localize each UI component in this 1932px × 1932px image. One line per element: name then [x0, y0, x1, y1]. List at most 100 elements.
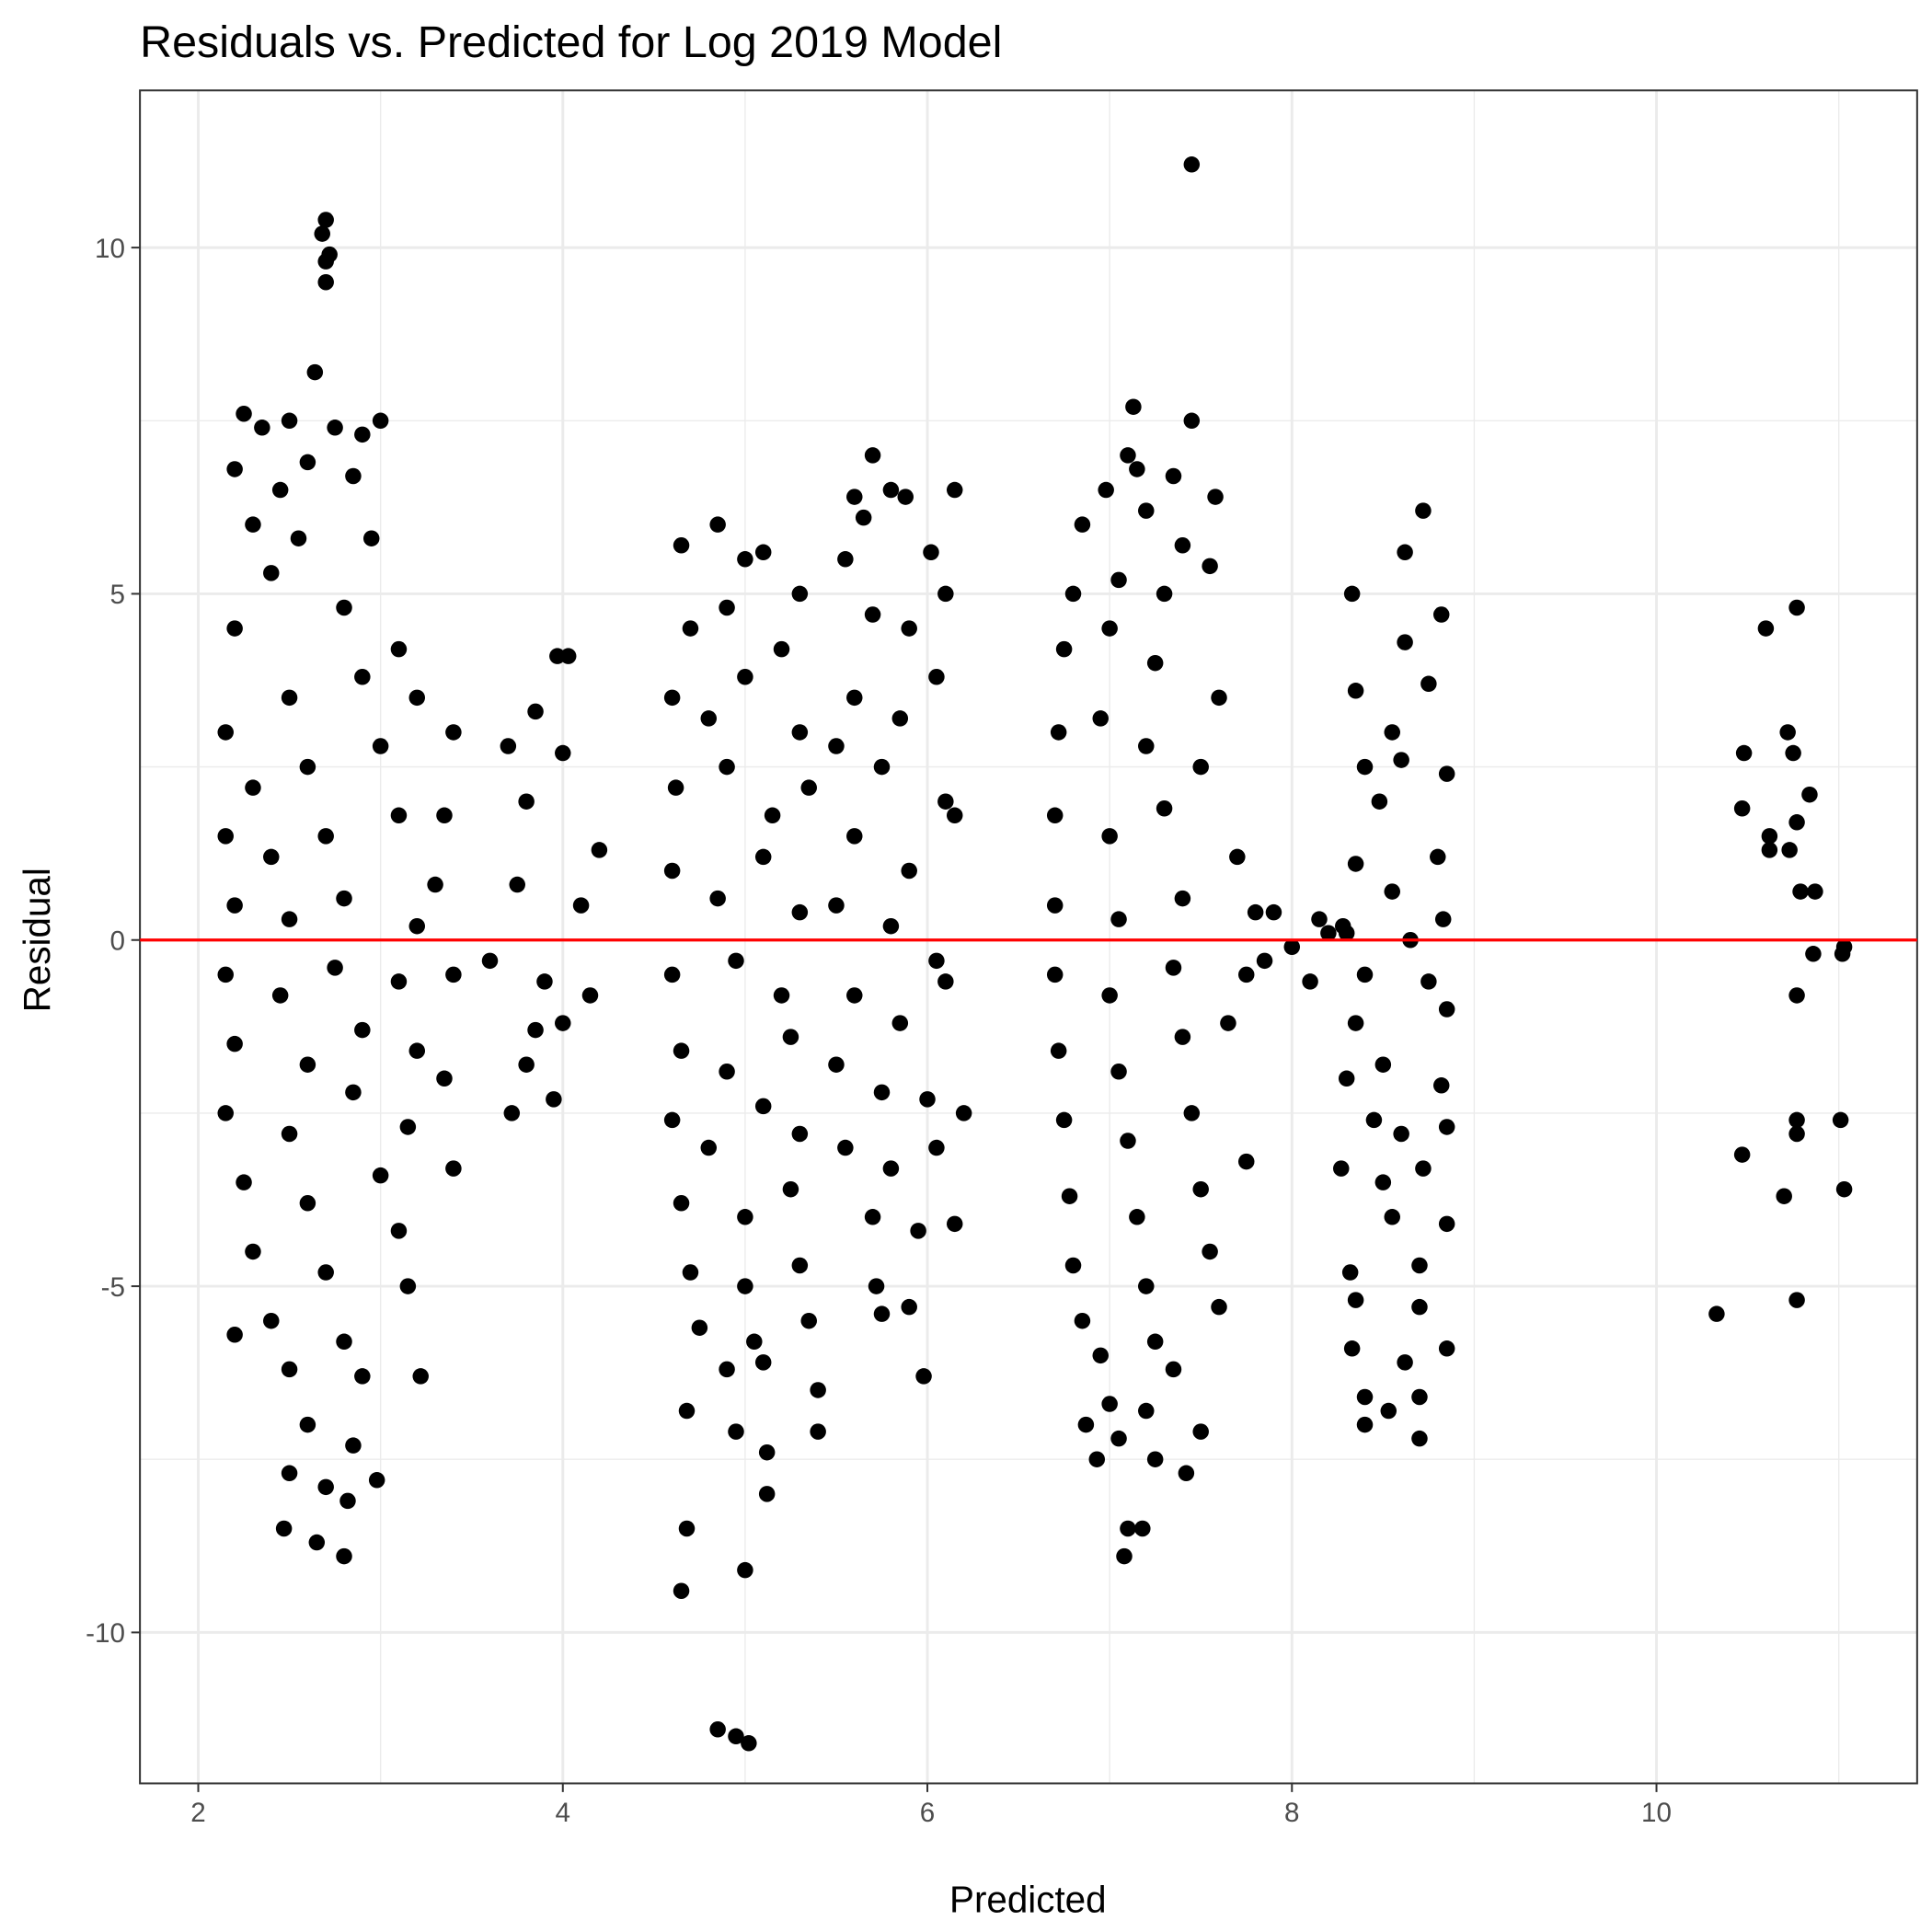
point	[390, 973, 408, 990]
point	[1343, 585, 1361, 603]
point	[1411, 1298, 1428, 1316]
point	[1050, 1042, 1067, 1059]
point	[1077, 1416, 1095, 1433]
point	[317, 828, 334, 845]
point	[1320, 925, 1337, 941]
point	[691, 1319, 708, 1336]
point	[408, 1042, 426, 1059]
point	[1146, 654, 1164, 672]
point	[1138, 1278, 1155, 1294]
point	[336, 1333, 352, 1351]
point	[1192, 1423, 1209, 1440]
point	[846, 689, 863, 707]
point	[518, 1056, 535, 1073]
point	[1061, 1188, 1078, 1204]
point	[581, 987, 599, 1004]
point	[1134, 1520, 1151, 1537]
point	[673, 1042, 690, 1059]
point	[306, 363, 324, 381]
point	[1397, 634, 1413, 650]
point	[1347, 683, 1364, 699]
point	[281, 689, 298, 707]
point	[1202, 558, 1218, 575]
point	[1101, 828, 1118, 845]
point	[737, 669, 753, 685]
point	[1138, 738, 1155, 754]
point	[837, 1139, 854, 1156]
point	[1438, 1001, 1455, 1018]
point	[754, 1354, 772, 1371]
point	[1393, 1125, 1409, 1143]
point	[773, 987, 790, 1004]
point	[1805, 946, 1822, 962]
point	[700, 710, 718, 727]
point	[682, 1264, 699, 1281]
point	[1371, 793, 1388, 810]
point	[737, 1278, 753, 1294]
point	[1092, 1347, 1109, 1364]
point	[1046, 966, 1064, 983]
point	[1420, 675, 1437, 693]
point	[1120, 447, 1136, 464]
point	[1110, 571, 1127, 589]
point	[1256, 952, 1273, 970]
point	[271, 987, 289, 1004]
point	[1356, 1416, 1374, 1433]
point	[663, 1111, 681, 1129]
point	[1781, 842, 1798, 858]
point	[245, 1243, 261, 1260]
point	[1438, 1215, 1455, 1233]
point	[317, 1478, 334, 1496]
point	[1088, 1451, 1106, 1467]
point	[719, 1361, 735, 1378]
point	[1333, 1160, 1350, 1177]
point	[527, 1021, 544, 1039]
point	[1733, 1146, 1751, 1163]
point	[810, 1423, 826, 1440]
point	[591, 842, 608, 858]
point	[399, 1119, 417, 1135]
point	[828, 1056, 845, 1073]
point	[663, 862, 681, 880]
point	[1788, 1111, 1805, 1129]
point	[1397, 1354, 1413, 1371]
point	[663, 689, 681, 707]
point	[1192, 758, 1209, 776]
point	[923, 544, 939, 561]
point	[1183, 412, 1201, 430]
point	[800, 1312, 817, 1329]
point	[1807, 883, 1823, 900]
point	[1365, 1111, 1383, 1129]
point	[1311, 911, 1328, 927]
point	[1761, 828, 1778, 845]
point	[1202, 1243, 1218, 1260]
point	[445, 966, 462, 983]
point	[864, 606, 881, 623]
point	[236, 1174, 252, 1190]
point	[946, 807, 963, 824]
point	[1420, 973, 1437, 990]
point	[719, 758, 735, 776]
point	[882, 481, 900, 499]
point	[1415, 1160, 1432, 1177]
point	[317, 253, 334, 270]
point	[226, 620, 243, 637]
point	[546, 1091, 562, 1108]
point	[910, 1223, 926, 1239]
point	[810, 1382, 826, 1398]
point	[719, 1064, 735, 1080]
point	[791, 903, 809, 921]
x-tick-label: 4	[556, 1798, 570, 1828]
point	[758, 1486, 776, 1502]
point	[1120, 1520, 1136, 1537]
point	[390, 807, 408, 824]
point	[1779, 724, 1796, 741]
point	[1101, 987, 1118, 1004]
point	[1411, 1430, 1428, 1447]
point	[791, 1257, 809, 1274]
x-axis-title: Predicted	[949, 1878, 1107, 1920]
point	[217, 1105, 234, 1121]
point	[773, 640, 790, 658]
point	[1384, 724, 1400, 741]
